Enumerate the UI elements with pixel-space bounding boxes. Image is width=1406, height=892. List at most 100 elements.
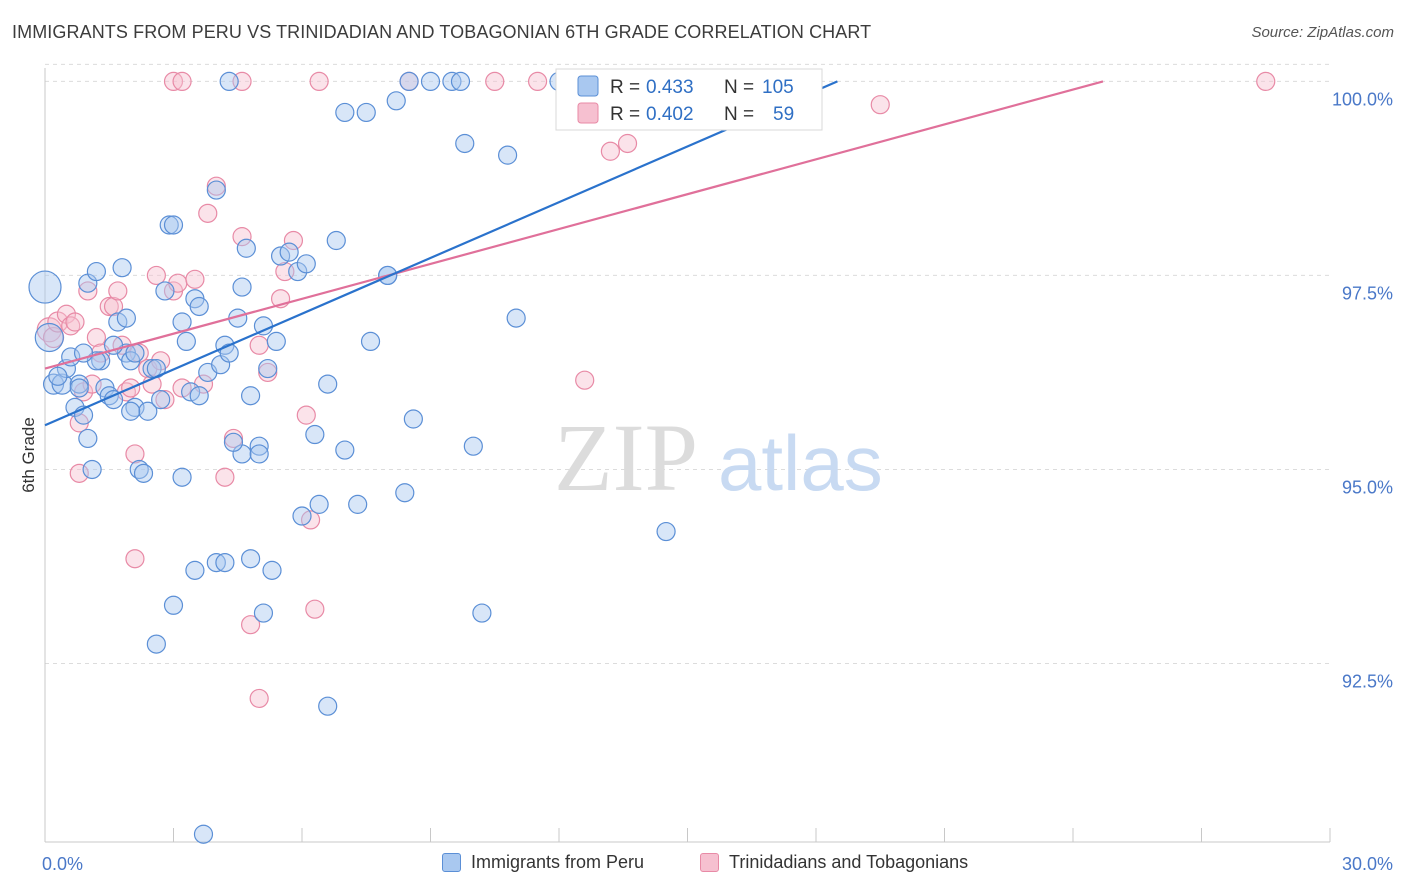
- peru-point-62: [420, 71, 441, 92]
- trinidad-point-14: [108, 281, 128, 301]
- legend-label-trinidad: Trinidadians and Tobagonians: [729, 852, 969, 872]
- legend-item-trinidad[interactable]: Trinidadians and Tobagonians: [700, 852, 968, 873]
- stats-n-value-peru: 105: [762, 77, 794, 98]
- peru-point-53: [318, 374, 338, 394]
- peru-point-96: [69, 378, 89, 398]
- peru-point-12: [86, 261, 107, 282]
- trinidad-point-51: [575, 370, 595, 390]
- trinidad-point-56: [249, 688, 269, 709]
- trinidad-point-50: [527, 71, 548, 92]
- peru-point-39: [219, 343, 239, 363]
- peru-point-13: [91, 351, 111, 371]
- watermark-atlas: atlas: [718, 419, 883, 507]
- peru-point-104: [116, 308, 136, 328]
- peru-point-51: [296, 254, 316, 274]
- peru-point-82: [309, 494, 329, 514]
- peru-point-100: [189, 386, 209, 406]
- peru-point-68: [506, 308, 526, 328]
- peru-point-60: [395, 483, 415, 503]
- peru-point-10: [78, 428, 98, 449]
- peru-point-57: [360, 331, 381, 352]
- trinidad-point-18: [125, 444, 145, 464]
- trinidad-point-53: [617, 133, 638, 154]
- peru-point-99: [121, 401, 141, 421]
- legend-label-peru: Immigrants from Peru: [471, 852, 645, 872]
- peru-point-80: [262, 560, 282, 580]
- peru-point-65: [463, 436, 483, 456]
- trinidad-point-12: [99, 296, 119, 317]
- peru-point-71: [656, 521, 676, 542]
- peru-trend-line: [44, 80, 838, 427]
- peru-point-47: [266, 331, 286, 352]
- stats-n-value-trinidad: 59: [773, 104, 794, 125]
- peru-point-79: [253, 603, 274, 623]
- peru-point-98: [249, 444, 269, 464]
- grid-layer: [45, 63, 1330, 664]
- axis-layer: [44, 68, 1331, 843]
- peru-point-86: [219, 71, 239, 92]
- y-tick-label-2: 95.0%: [1342, 477, 1393, 497]
- stats-n-label-trinidad: N =: [724, 104, 754, 125]
- peru-point-56: [348, 494, 368, 514]
- peru-point-59: [386, 91, 406, 111]
- stats-r-value-trinidad: 0.402: [646, 104, 694, 125]
- peru-point-88: [450, 71, 471, 92]
- peru-point-67: [498, 145, 518, 165]
- trinidad-point-49: [485, 71, 505, 92]
- peru-point-46: [258, 358, 278, 379]
- stats-legend: R = 0.433 N = 105 R = 0.402 N = 59: [555, 68, 823, 131]
- peru-point-43: [241, 386, 261, 406]
- peru-point-0: [28, 270, 62, 304]
- peru-point-44: [249, 436, 269, 456]
- peru-point-87: [399, 71, 419, 92]
- peru-point-61: [403, 409, 423, 429]
- trinidad-point-52: [600, 141, 621, 161]
- peru-point-78: [241, 549, 261, 569]
- y-tick-label-3: 92.5%: [1342, 671, 1393, 691]
- trinidad-point-35: [241, 615, 261, 635]
- trinidad-point-43: [305, 599, 325, 619]
- legend-swatch-peru: [442, 853, 461, 872]
- watermark-zip: ZIP: [554, 404, 698, 511]
- stats-legend-swatch-peru: [577, 75, 599, 97]
- peru-point-84: [335, 102, 355, 123]
- trinidad-point-32: [215, 467, 235, 487]
- peru-point-30: [172, 312, 192, 332]
- peru-point-29: [163, 215, 184, 235]
- peru-point-41: [232, 277, 252, 297]
- trinidad-point-34: [232, 227, 252, 247]
- peru-point-34: [189, 296, 209, 317]
- peru-point-52: [305, 424, 325, 445]
- source-label: Source: ZipAtlas.com: [1251, 24, 1394, 41]
- peru-point-18: [112, 258, 132, 278]
- trinidad-point-54: [870, 95, 890, 115]
- peru-point-75: [185, 560, 205, 580]
- peru-point-49: [279, 242, 299, 262]
- legend-swatch-trinidad: [700, 853, 719, 872]
- peru-point-1: [34, 322, 64, 353]
- legend-item-peru[interactable]: Immigrants from Peru: [442, 852, 644, 873]
- peru-point-101: [223, 432, 244, 452]
- y-tick-label-1: 97.5%: [1342, 283, 1393, 303]
- y-axis-label: 6th Grade: [19, 417, 38, 493]
- stats-r-value-peru: 0.433: [646, 77, 694, 98]
- trinidad-point-40: [283, 230, 304, 251]
- trinidad-point-57: [125, 549, 145, 569]
- trinidad-point-58: [69, 463, 89, 483]
- peru-point-81: [292, 506, 312, 526]
- peru-point-83: [318, 696, 338, 716]
- peru-point-95: [48, 366, 68, 386]
- peru-point-31: [176, 331, 196, 352]
- trinidad-point-13: [103, 296, 124, 317]
- chart-title: IMMIGRANTS FROM PERU VS TRINIDADIAN AND …: [12, 22, 872, 42]
- trinidad-point-22: [146, 265, 166, 286]
- peru-point-66: [472, 603, 492, 623]
- peru-point-74: [163, 595, 184, 615]
- series-trinidadians-points: [36, 71, 1276, 709]
- x-tick-label-1: 30.0%: [1342, 854, 1393, 874]
- watermark: ZIP atlas: [554, 404, 883, 511]
- bottom-legend: Immigrants from Peru Trinidadians and To…: [0, 852, 1406, 878]
- stats-r-label-trinidad: R =: [610, 104, 640, 125]
- stats-legend-swatch-trinidad: [577, 102, 599, 124]
